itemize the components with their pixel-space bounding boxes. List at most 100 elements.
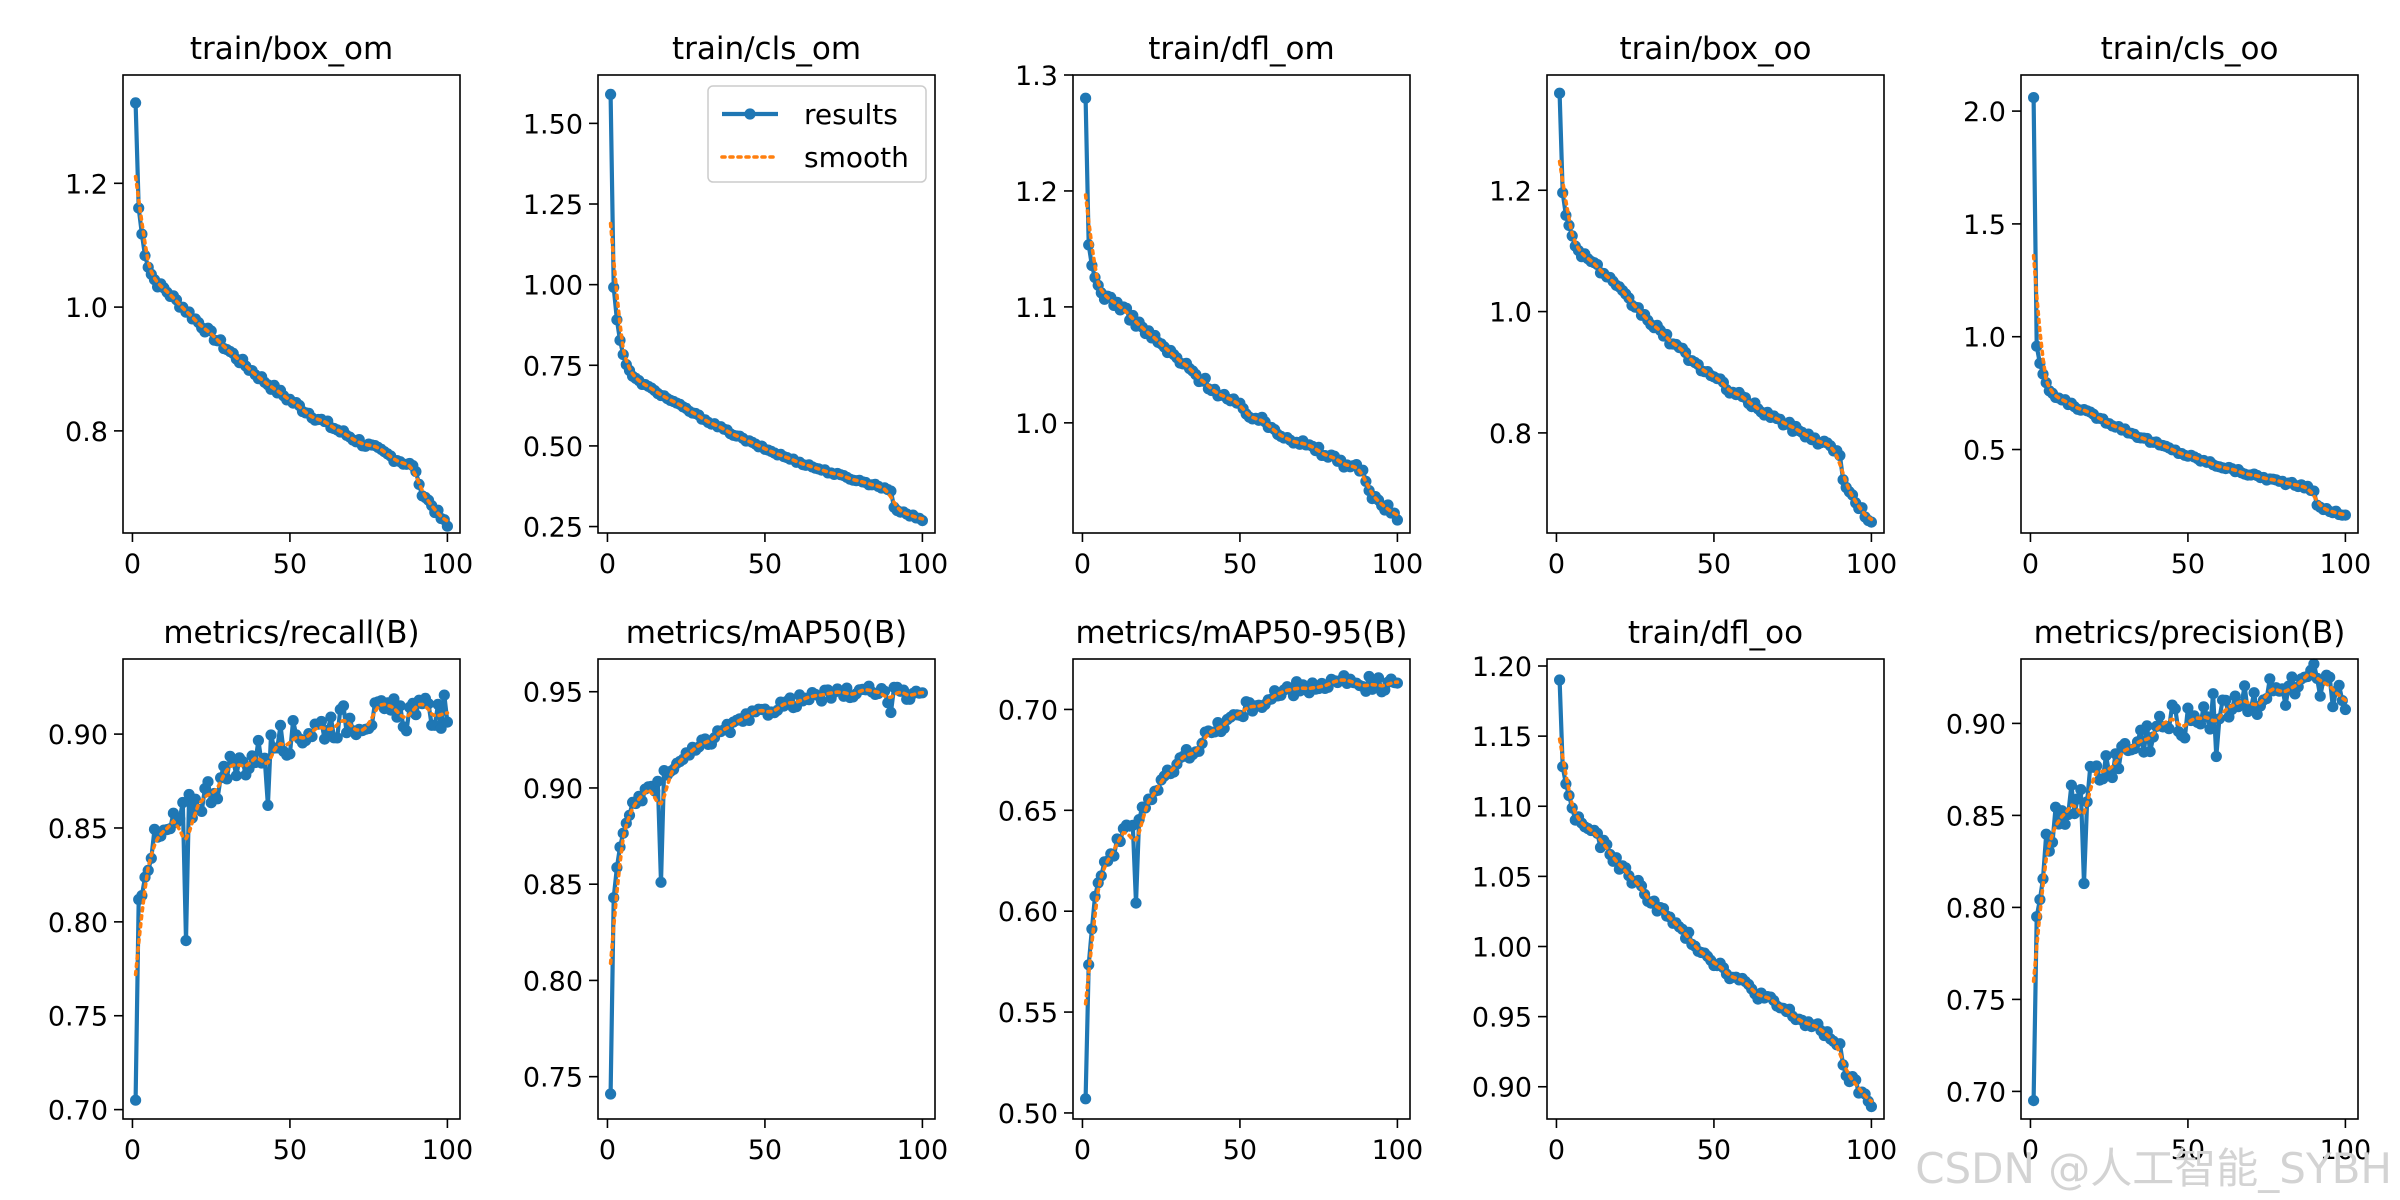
x-tick-label: 0: [599, 549, 616, 580]
y-tick-label: 0.90: [1472, 1073, 1532, 1104]
results-point: [130, 1094, 142, 1106]
smooth-line: [1083, 193, 1400, 517]
subplot-train-cls-oo: train/cls_oo 0 50 100 0.5 1.0 1.5 2.0: [1963, 31, 2371, 580]
results-point: [1080, 1093, 1092, 1105]
y-tick-label: 0.5: [1963, 436, 2006, 467]
x-tick-label: 0: [599, 1135, 616, 1166]
results-point: [2220, 694, 2232, 706]
results-point: [882, 697, 894, 709]
results-point: [205, 325, 217, 337]
x-tick-label: 50: [273, 1135, 307, 1166]
y-tick-label: 1.00: [1472, 933, 1532, 964]
results-point: [319, 733, 331, 745]
results-point: [331, 732, 343, 744]
x-tick-label: 50: [2171, 549, 2205, 580]
results-point: [2286, 671, 2298, 683]
y-tick-label: 0.80: [523, 966, 583, 997]
subplot-train-box-om: train/box_om 0 50 100 0.8 1.0 1.2: [65, 31, 473, 580]
smooth-line: [2031, 253, 2348, 517]
y-tick-label: 0.75: [523, 1063, 583, 1094]
results-point: [1661, 328, 1673, 341]
results-point: [2339, 703, 2351, 716]
results-point: [2264, 673, 2276, 685]
results-point: [2182, 702, 2194, 714]
y-tick-label: 1.50: [523, 109, 583, 140]
subplot-metrics-precision-b-: metrics/precision(B) 0 50 100 0.70 0.75 0.80 0.…: [1946, 615, 2371, 1166]
y-tick-label: 1.0: [1489, 298, 1532, 329]
y-tick-label: 0.75: [523, 351, 583, 382]
x-tick-label: 0: [124, 549, 141, 580]
axes-frame: [1072, 74, 1411, 534]
y-tick-label: 1.00: [523, 271, 583, 302]
x-tick-label: 0: [1074, 1135, 1091, 1166]
results-point: [2141, 720, 2153, 732]
subplot-metrics-map50-b-: metrics/mAP50(B) 0 50 100 0.75 0.80 0.85 0.90 0.…: [523, 615, 948, 1166]
results-point: [1080, 92, 1092, 104]
results-point: [1554, 87, 1566, 99]
axes-frame: [122, 658, 461, 1120]
x-tick-label: 100: [1846, 549, 1898, 580]
results-point: [2100, 750, 2112, 762]
results-line: [1557, 93, 1873, 524]
results-point: [2248, 687, 2260, 699]
results-point: [841, 682, 853, 694]
axes-frame: [1546, 658, 1885, 1120]
results-point: [2144, 746, 2156, 758]
legend-results-marker: [744, 108, 756, 120]
results-point: [1554, 674, 1566, 686]
results-point: [130, 97, 142, 109]
results-point: [337, 700, 350, 712]
y-tick-label: 0.80: [1946, 893, 2006, 924]
smooth-line: [608, 687, 925, 966]
y-tick-label: 0.90: [1946, 709, 2006, 740]
results-point: [816, 695, 828, 707]
results-point: [2091, 760, 2103, 772]
x-tick-label: 0: [2022, 1135, 2039, 1166]
y-tick-label: 1.1: [1015, 293, 1058, 324]
y-tick-label: 0.70: [998, 695, 1058, 726]
y-tick-label: 1.2: [1015, 177, 1058, 208]
x-tick-label: 100: [1372, 549, 1424, 580]
subplot-train-box-oo: train/box_oo 0 50 100 0.8 1.0 1.2: [1489, 31, 1897, 580]
results-point: [2147, 731, 2159, 743]
x-tick-label: 50: [1223, 549, 1257, 580]
results-point: [196, 805, 208, 818]
results-point: [438, 689, 450, 701]
results-line: [1083, 98, 1400, 521]
results-point: [2194, 718, 2207, 730]
x-tick-label: 50: [1697, 1135, 1731, 1166]
y-tick-label: 0.75: [1946, 985, 2006, 1016]
results-point: [2106, 771, 2118, 784]
results-point: [230, 770, 242, 782]
y-tick-label: 0.80: [48, 908, 108, 939]
y-tick-label: 0.85: [48, 814, 108, 845]
results-point: [652, 775, 664, 787]
smooth-line: [1557, 159, 1874, 522]
x-tick-label: 0: [1074, 549, 1091, 580]
x-tick-label: 100: [422, 1135, 474, 1166]
y-tick-label: 1.2: [65, 169, 108, 200]
results-point: [274, 719, 287, 732]
y-tick-label: 1.5: [1963, 210, 2006, 241]
results-point: [1363, 670, 1375, 683]
axes-frame: [122, 74, 461, 534]
results-point: [344, 712, 356, 724]
y-tick-label: 0.65: [998, 796, 1058, 827]
results-point: [315, 715, 327, 728]
results-point: [605, 1088, 617, 1100]
y-tick-label: 1.2: [1489, 176, 1532, 207]
results-point: [2239, 680, 2251, 692]
y-tick-label: 0.50: [523, 432, 583, 463]
results-point: [2207, 688, 2219, 700]
results-point: [2327, 701, 2339, 713]
legend: results smooth: [707, 85, 927, 183]
x-tick-label: 100: [422, 549, 474, 580]
y-tick-label: 0.70: [1946, 1077, 2006, 1108]
results-point: [2028, 1095, 2040, 1107]
results-point: [2314, 690, 2326, 702]
results-point: [784, 692, 796, 704]
y-tick-label: 0.75: [48, 1002, 108, 1033]
results-point: [177, 796, 189, 809]
subplot-train-cls-om: train/cls_om 0 50 100 0.25 0.50 0.75 1.00 1.25 1.…: [523, 31, 948, 580]
